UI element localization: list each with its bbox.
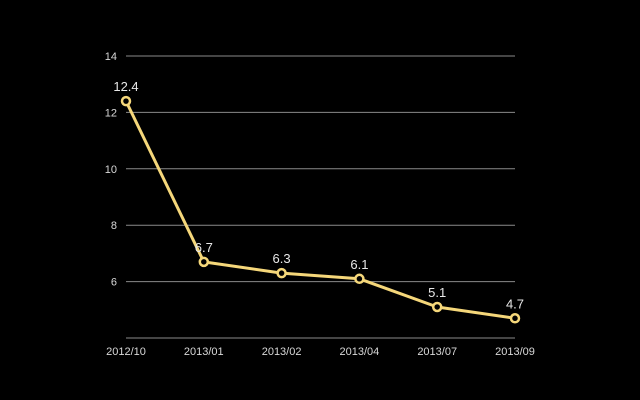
x-tick-label: 2013/02 xyxy=(262,346,302,358)
data-label: 5.1 xyxy=(428,285,446,300)
data-label: 6.3 xyxy=(273,251,291,266)
y-tick-label: 6 xyxy=(111,277,117,289)
x-axis-tick-labels: 2012/10 2013/01 2013/02 2013/04 2013/07 2013/… xyxy=(106,346,535,358)
data-point xyxy=(354,273,365,285)
x-tick-label: 2013/01 xyxy=(184,346,224,358)
data-labels: 12.4 6.7 6.3 6.1 5.1 4.7 xyxy=(113,79,524,311)
data-label: 6.1 xyxy=(350,257,368,272)
series-line xyxy=(124,100,516,320)
y-tick-label: 8 xyxy=(111,220,117,232)
data-point xyxy=(276,267,287,279)
y-tick-label: 14 xyxy=(105,51,117,63)
data-point xyxy=(509,313,521,324)
data-points xyxy=(120,95,521,324)
x-tick-label: 2013/07 xyxy=(417,346,457,358)
y-axis-tick-labels: 6 8 10 12 14 xyxy=(105,51,117,289)
x-tick-label: 2013/09 xyxy=(495,346,535,358)
data-point xyxy=(120,95,132,107)
data-point xyxy=(198,256,210,268)
x-tick-label: 2013/04 xyxy=(340,346,380,358)
data-label: 6.7 xyxy=(195,240,213,255)
data-label: 4.7 xyxy=(506,296,524,311)
y-tick-label: 12 xyxy=(105,107,117,119)
data-point xyxy=(431,301,443,313)
data-label: 12.4 xyxy=(113,79,138,94)
x-tick-label: 2012/10 xyxy=(106,346,146,358)
y-tick-label: 10 xyxy=(105,164,117,176)
grid-lines xyxy=(126,55,515,283)
